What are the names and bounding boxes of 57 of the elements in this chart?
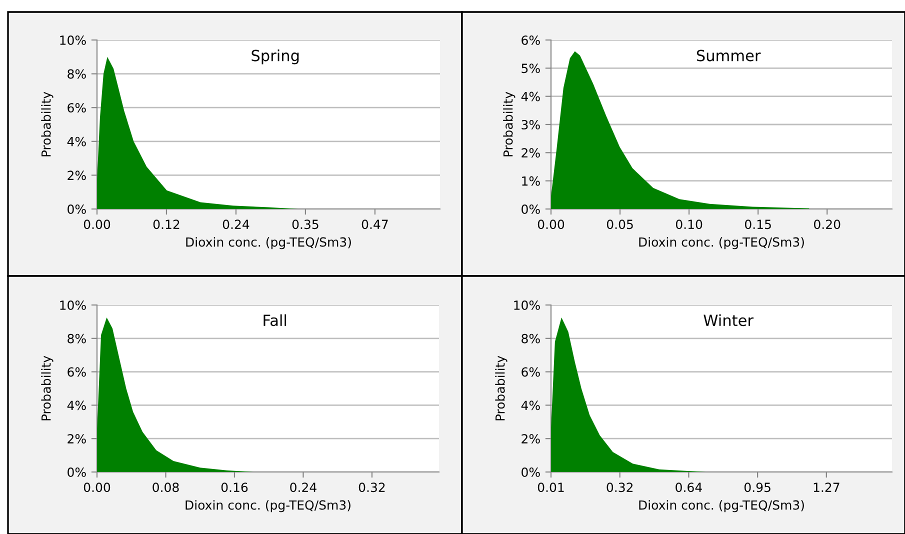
- y-tick-label: 0%: [522, 204, 540, 214]
- y-tick-label: 10%: [514, 300, 540, 310]
- y-tick-label: 2%: [522, 148, 540, 158]
- x-tick-label: 0.95: [744, 482, 770, 492]
- x-axis-title: Dioxin conc. (pg-TEQ/Sm3): [186, 500, 350, 512]
- x-tick-label: 1.27: [814, 482, 840, 492]
- chart-title: Winter: [704, 314, 754, 326]
- text: Spring: [252, 50, 299, 64]
- y-tick-label: 8%: [522, 334, 540, 344]
- x-tick-label: 0.24: [290, 482, 316, 492]
- y-tick-label: 10%: [60, 35, 86, 45]
- y-tick-label: 5%: [522, 64, 540, 74]
- y-tick-label: 1%: [522, 176, 540, 186]
- y-tick-label: 10%: [60, 300, 86, 310]
- y-tick-label: 4%: [521, 92, 540, 102]
- y-tick-label: 4%: [521, 400, 540, 410]
- y-tick-label: 6%: [522, 367, 540, 377]
- x-axis-title: Dioxin conc. (pg-TEQ/Sm3): [639, 237, 804, 250]
- x-tick-label: 0.32: [606, 482, 633, 492]
- x-tick-label: 0.24: [222, 220, 250, 230]
- y-tick-label: 4%: [67, 400, 86, 410]
- y-tick-label: 3%: [522, 120, 540, 130]
- x-tick-label: 0.10: [676, 220, 702, 230]
- chart-title: Fall: [264, 314, 286, 326]
- x-tick-label: 0.00: [538, 220, 564, 230]
- x-tick-label: 0.64: [676, 482, 702, 492]
- y-axis-title: Probability: [495, 356, 508, 420]
- x-tick-label: 0.16: [221, 482, 248, 492]
- y-tick-label: 0%: [68, 204, 86, 214]
- x-axis-title: Dioxin conc. (pg-TEQ/Sm3): [639, 500, 804, 512]
- x-tick-label: 0.00: [84, 220, 110, 230]
- y-axis-title: Probability: [41, 356, 54, 420]
- y-tick-label: 6%: [68, 367, 86, 377]
- y-tick-label: 2%: [522, 434, 540, 444]
- x-tick-label: 0.05: [606, 220, 633, 230]
- y-tick-label: 2%: [68, 434, 86, 444]
- y-tick-label: 6%: [68, 103, 86, 113]
- x-tick-label: 0.35: [292, 220, 318, 230]
- x-tick-label: 0.08: [152, 482, 179, 492]
- y-tick-label: 4%: [67, 136, 86, 146]
- x-tick-label: 0.15: [744, 220, 771, 230]
- y-tick-label: 0%: [68, 467, 86, 477]
- y-axis-title: Probability: [503, 92, 516, 156]
- y-tick-label: 2%: [68, 170, 86, 180]
- y-tick-label: 8%: [68, 334, 86, 344]
- y-tick-label: 0%: [522, 467, 540, 477]
- x-axis-title: Dioxin conc. (pg-TEQ/Sm3): [186, 237, 351, 250]
- x-tick-label: 0.20: [814, 220, 840, 230]
- y-tick-label: 6%: [522, 35, 540, 45]
- x-tick-label: 0.12: [153, 220, 180, 230]
- x-tick-label: 0.00: [84, 482, 110, 492]
- y-axis-title: Probability: [41, 92, 54, 156]
- x-tick-label: 0.32: [358, 482, 385, 492]
- text: Summer: [696, 50, 761, 62]
- x-tick-label: 0.47: [362, 220, 388, 230]
- x-tick-label: 0.01: [538, 482, 564, 492]
- y-tick-label: 8%: [68, 69, 86, 79]
